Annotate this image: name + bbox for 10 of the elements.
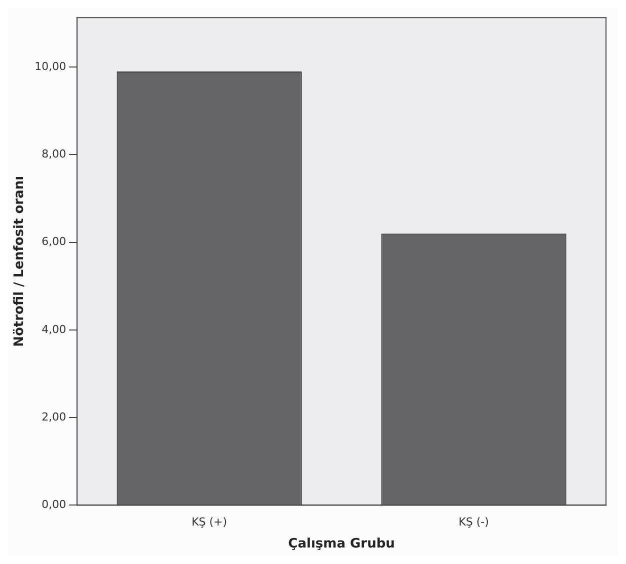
x-axis-title: Çalışma Grubu <box>288 536 395 552</box>
y-tick-label: 8,00 <box>42 148 66 161</box>
x-tick-label: KŞ (-) <box>458 516 489 529</box>
y-tick-label: 10,00 <box>34 60 66 73</box>
y-tick-label: 4,00 <box>42 322 66 336</box>
x-tick-label: KŞ (+) <box>192 516 228 529</box>
y-tick-label: 0,00 <box>42 498 66 512</box>
y-tick-label: 2,00 <box>42 410 66 424</box>
y-axis-title: Nötrofil / Lenfosit oranı <box>12 176 28 347</box>
y-tick-label: 6,00 <box>42 235 66 248</box>
